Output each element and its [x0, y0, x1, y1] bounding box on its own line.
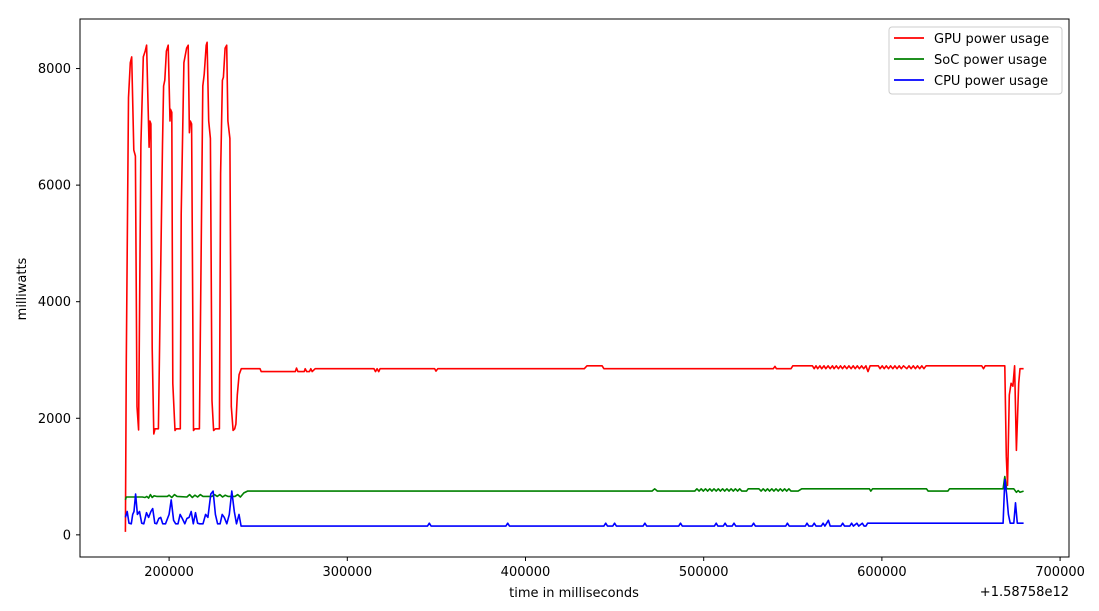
legend-label-cpu: CPU power usage [934, 74, 1048, 89]
x-tick-label: 400000 [501, 565, 551, 580]
y-tick-label: 8000 [38, 62, 71, 77]
legend-label-soc: SoC power usage [934, 53, 1047, 68]
x-tick-label: 700000 [1035, 565, 1085, 580]
y-axis-label: milliwatts [15, 257, 30, 320]
y-tick-label: 4000 [38, 295, 71, 310]
legend-box [888, 26, 1063, 95]
x-tick-label: 600000 [857, 565, 907, 580]
series-line-cpu [124, 478, 1024, 527]
series-line-gpu [124, 41, 1024, 532]
y-tick-label: 6000 [38, 179, 71, 194]
y-tick-label: 2000 [38, 412, 71, 427]
plot-area-frame [79, 18, 1070, 558]
x-axis-ticks: 200000 300000 400000 500000 600000 700000 [144, 557, 1085, 580]
legend-label-gpu: GPU power usage [934, 32, 1049, 47]
series-layer [124, 41, 1024, 532]
legend: GPU power usage SoC power usage CPU power … [888, 26, 1063, 95]
x-axis-offset-label: +1.58758e12 [980, 585, 1069, 600]
series-line-soc [124, 475, 1024, 501]
x-axis-label: time in milliseconds [509, 586, 639, 601]
x-tick-label: 300000 [322, 565, 372, 580]
x-tick-label: 200000 [144, 565, 194, 580]
y-tick-label: 0 [63, 528, 71, 543]
y-axis-ticks: 0 2000 4000 6000 8000 [38, 62, 80, 543]
x-tick-label: 500000 [679, 565, 729, 580]
